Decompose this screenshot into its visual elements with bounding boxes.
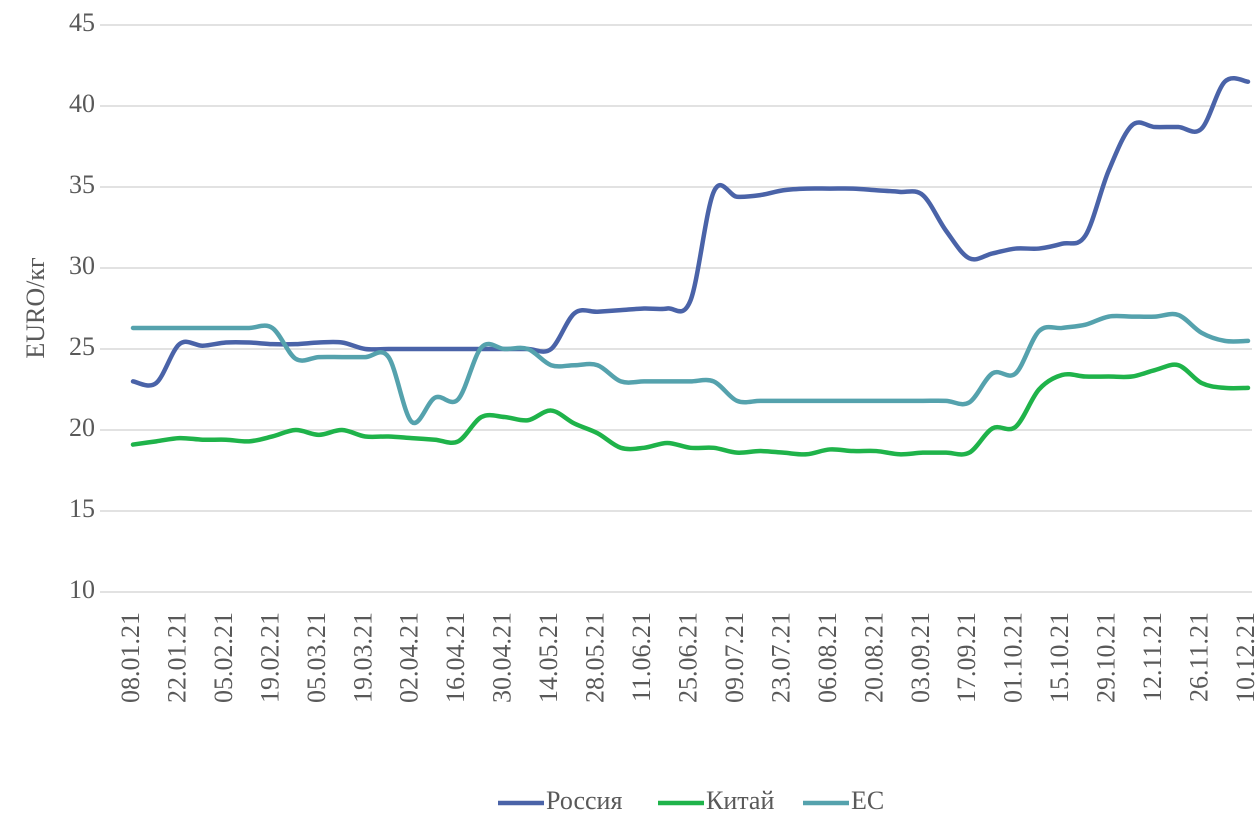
x-tick-label: 06.08.21: [813, 612, 842, 703]
x-tick-label: 14.05.21: [534, 612, 563, 703]
y-tick-label: 35: [69, 170, 95, 199]
x-tick-label: 23.07.21: [766, 612, 795, 703]
x-tick-label: 08.01.21: [116, 612, 145, 703]
y-tick-label: 45: [69, 8, 95, 37]
y-tick-label: 20: [69, 413, 95, 442]
x-tick-label: 26.11.21: [1185, 612, 1214, 702]
y-tick-label: 40: [69, 89, 95, 118]
x-tick-label: 19.03.21: [348, 612, 377, 703]
series-line: [130, 362, 1251, 457]
x-tick-label: 10.12.21: [1231, 612, 1258, 703]
y-tick-label: 30: [69, 251, 95, 280]
y-tick-label: 25: [69, 332, 95, 361]
x-tick-label: 05.02.21: [209, 612, 238, 703]
y-tick-label: 15: [69, 494, 95, 523]
x-tick-label: 11.06.21: [627, 612, 656, 702]
x-tick-label: 19.02.21: [255, 612, 284, 703]
x-tick-label: 17.09.21: [952, 612, 981, 703]
x-tick-label: 12.11.21: [1138, 612, 1167, 702]
x-tick-label: 02.04.21: [395, 612, 424, 703]
legend-label: Китай: [706, 786, 774, 815]
x-tick-label: 01.10.21: [999, 612, 1028, 703]
y-tick-label: 10: [69, 575, 95, 604]
x-tick-label: 30.04.21: [488, 612, 517, 703]
x-tick-label: 15.10.21: [1045, 612, 1074, 703]
x-tick-label: 05.03.21: [302, 612, 331, 703]
series-line: [130, 76, 1251, 388]
x-tick-label: 09.07.21: [720, 612, 749, 703]
y-axis-label: EURO/кг: [21, 257, 50, 358]
x-tick-label: 22.01.21: [162, 612, 191, 703]
legend-label: Россия: [546, 786, 622, 815]
legend-label: ЕС: [851, 786, 884, 815]
series-line: [130, 311, 1251, 426]
x-tick-label: 20.08.21: [859, 612, 888, 703]
x-tick-label: 29.10.21: [1092, 612, 1121, 703]
x-tick-label: 28.05.21: [581, 612, 610, 703]
x-tick-label: 03.09.21: [906, 612, 935, 703]
x-tick-label: 25.06.21: [673, 612, 702, 703]
x-tick-label: 16.04.21: [441, 612, 470, 703]
